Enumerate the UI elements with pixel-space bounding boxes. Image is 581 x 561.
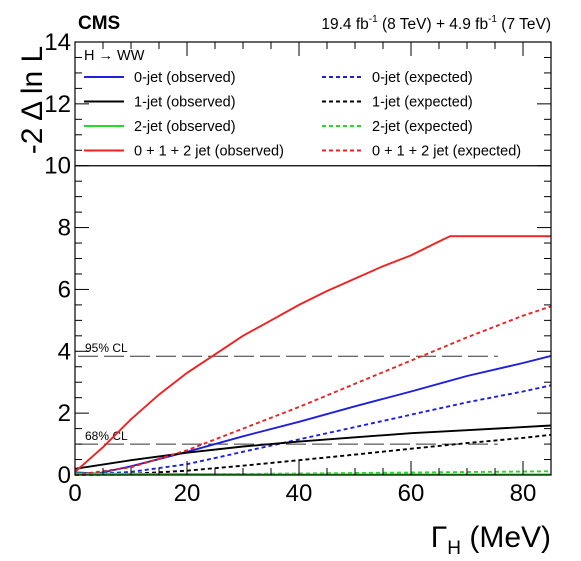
cl-label-0: 95% CL (85, 341, 128, 355)
x-axis-unit: (MeV) (461, 521, 551, 554)
lumi-8tev-value: 19.4 fb (321, 16, 368, 33)
y-tick-label: 14 (44, 29, 71, 56)
series-line-6 (74, 235, 551, 473)
x-tick-label: 60 (398, 480, 425, 507)
x-tick-label: 0 (68, 480, 81, 507)
legend-title: H → WW (84, 48, 145, 64)
lumi-8tev-exponent: -1 (369, 14, 378, 25)
legend-label-0: 0-jet (observed) (134, 70, 236, 86)
y-tick-label: 12 (44, 91, 71, 118)
legend-label-6: 0 + 1 + 2 jet (observed) (134, 144, 284, 160)
legend-label-1: 0-jet (expected) (372, 70, 473, 86)
series-line-0 (74, 354, 552, 475)
y-tick-label: 0 (58, 462, 71, 489)
x-tick-label: 80 (510, 480, 537, 507)
x-axis-subscript: H (447, 538, 461, 559)
y-tick-label: 6 (58, 276, 71, 303)
series-line-7 (74, 305, 552, 476)
lumi-8tev-energy: (8 TeV) + 4.9 fb (378, 16, 488, 33)
x-axis-symbol: Γ (431, 521, 448, 554)
x-tick-label: 40 (286, 480, 313, 507)
axes-layer: 0 2 4 6 8 10 12 14 0 20 40 60 80 (44, 29, 552, 507)
lumi-7tev-energy: (7 TeV) (497, 16, 551, 33)
y-tick-label: 2 (58, 400, 71, 427)
legend-label-7: 0 + 1 + 2 jet (expected) (372, 144, 521, 160)
y-tick-label: 4 (58, 338, 71, 365)
x-axis-title: ΓH (MeV) (431, 521, 551, 559)
legend-label-4: 2-jet (observed) (134, 119, 236, 135)
y-axis-title: -2 Δ ln L (16, 46, 49, 154)
luminosity-label: 19.4 fb-1 (8 TeV) + 4.9 fb-1 (7 TeV) (321, 14, 551, 33)
legend-label-5: 2-jet (expected) (372, 119, 473, 135)
legend-background (76, 43, 550, 165)
reference-lines: 95% CL 68% CL (78, 341, 498, 445)
cl-label-1: 68% CL (85, 429, 128, 443)
series-layer (74, 235, 552, 476)
legend: H → WW 0-jet (observed) 0-jet (expected) 1… (76, 43, 550, 165)
legend-label-2: 1-jet (observed) (134, 95, 236, 111)
y-tick-label: 8 (58, 215, 71, 242)
series-line-2 (74, 424, 552, 470)
experiment-label: CMS (78, 13, 120, 34)
y-tick-label: 10 (44, 153, 71, 180)
legend-label-3: 1-jet (expected) (372, 95, 473, 111)
x-tick-label: 20 (174, 480, 201, 507)
lumi-7tev-exponent: -1 (488, 14, 497, 25)
